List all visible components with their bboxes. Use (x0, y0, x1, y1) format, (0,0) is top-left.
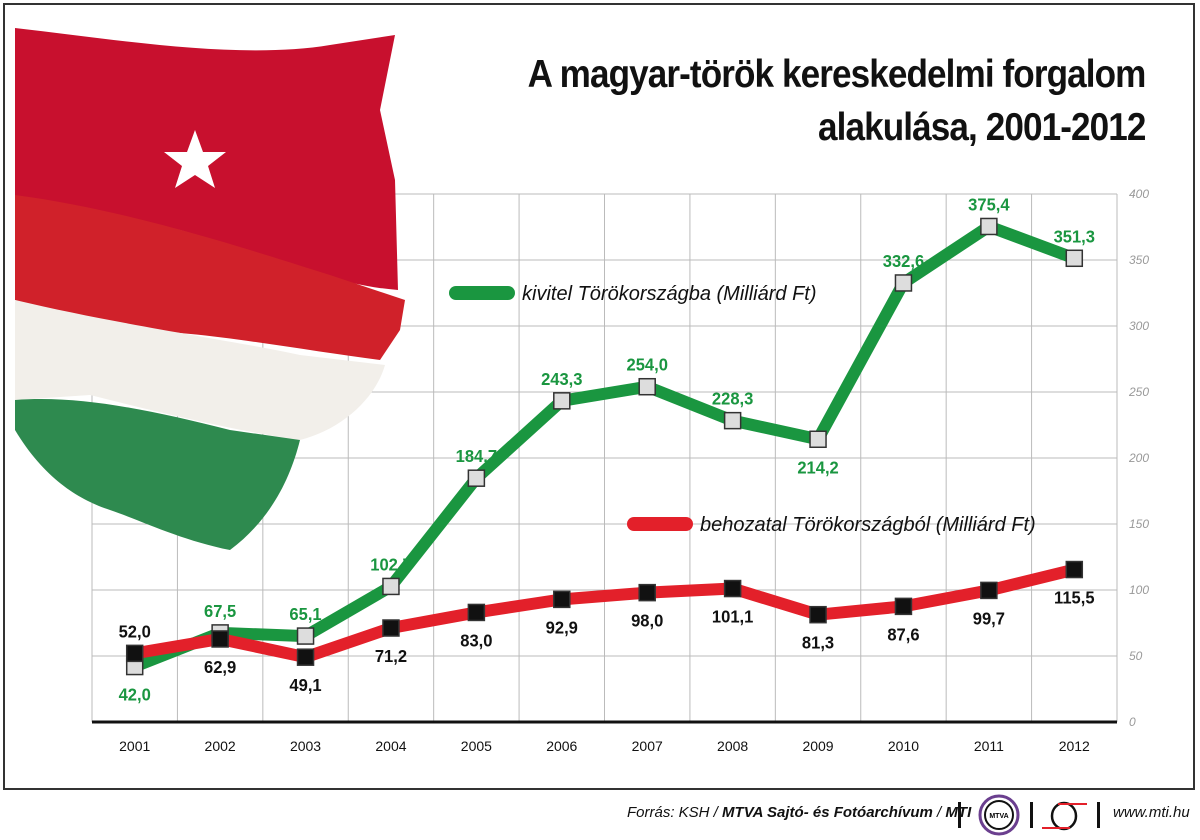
y-tick-label: 50 (1129, 649, 1143, 663)
data-label: 332,6 (883, 250, 924, 271)
data-label: 99,7 (973, 608, 1005, 629)
source-archive: MTVA Sajtó- és Fotóarchívum (722, 804, 933, 821)
data-point (809, 430, 827, 449)
data-point (894, 274, 913, 292)
x-tick-label: 2009 (802, 738, 833, 754)
data-label: 81,3 (802, 632, 834, 653)
data-point (1065, 249, 1084, 268)
data-point (296, 648, 315, 666)
y-tick-label: 150 (1129, 517, 1149, 531)
data-label: 101,1 (712, 606, 754, 627)
data-label: 83,0 (460, 630, 492, 651)
data-point (211, 630, 229, 648)
data-label: 92,9 (546, 617, 578, 638)
x-tick-label: 2003 (290, 738, 321, 754)
x-tick-label: 2002 (205, 738, 236, 754)
data-point (723, 579, 742, 598)
data-label: 42,0 (119, 684, 151, 705)
y-tick-label: 350 (1129, 253, 1149, 267)
y-tick-label: 250 (1128, 385, 1149, 399)
data-label: 62,9 (204, 656, 236, 677)
data-point (553, 590, 571, 609)
x-tick-label: 2006 (546, 738, 577, 754)
data-label: 351,3 (1054, 226, 1095, 247)
hungarian-flag-red (15, 195, 405, 360)
hungarian-flag-white (15, 300, 385, 440)
data-label: 71,2 (375, 645, 407, 666)
data-label: 228,3 (712, 388, 753, 409)
y-tick-label: 0 (1129, 715, 1136, 729)
data-point (467, 603, 486, 622)
svg-text:MTVA: MTVA (989, 813, 1008, 820)
y-tick-label: 300 (1129, 319, 1149, 333)
flags-illustration (15, 28, 405, 550)
data-label: 254,0 (627, 354, 668, 375)
data-point (980, 217, 998, 236)
data-point (723, 411, 742, 430)
data-point (638, 583, 656, 602)
data-label: 87,6 (887, 624, 919, 645)
source-text: Forrás: KSH / MTVA Sajtó- és Fotóarchívu… (627, 804, 971, 821)
data-label: 115,5 (1054, 587, 1095, 608)
x-tick-label: 2004 (375, 738, 406, 754)
chart: 0 50 100 150 200 250 300 350 400 2001 2002 2003 2004… (15, 28, 1149, 754)
title-line-1: A magyar-török kereskedelmi forgalom (527, 53, 1146, 96)
x-tick-label: 2001 (119, 738, 150, 754)
data-point (980, 581, 998, 600)
data-label: 184,7 (456, 446, 497, 467)
data-label: 214,2 (797, 457, 838, 478)
data-point (894, 597, 913, 616)
data-label: 67,5 (204, 600, 237, 621)
x-tick-label: 2007 (632, 738, 663, 754)
website-url: www.mti.hu (1113, 804, 1190, 821)
footer: Forrás: KSH / MTVA Sajtó- és Fotóarchívu… (0, 792, 1200, 840)
legend-label: kivitel Törökországba (Milliárd Ft) (522, 283, 817, 305)
divider (958, 802, 961, 828)
series-line-export (132, 220, 1077, 673)
y-tick-label: 100 (1129, 583, 1149, 597)
y-tick-label: 200 (1128, 451, 1149, 465)
data-label: 49,1 (289, 675, 322, 696)
page-title: A magyar-török kereskedelmi forgalom ala… (527, 48, 1146, 154)
data-point (1065, 560, 1084, 579)
y-tick-label: 400 (1129, 187, 1149, 201)
data-label: 98,0 (631, 610, 663, 631)
title-line-2: alakulása, 2001-2012 (817, 106, 1146, 149)
frame (3, 3, 1195, 790)
data-point (125, 644, 144, 663)
data-label: 52,0 (119, 621, 151, 642)
mtva-logo-icon: MTVA (978, 794, 1020, 836)
data-point (382, 619, 400, 637)
x-tick-label: 2010 (888, 738, 919, 754)
x-tick-label: 2008 (717, 738, 748, 754)
divider (1030, 802, 1033, 828)
data-point (638, 377, 656, 396)
data-label: 375,4 (968, 194, 1010, 215)
data-point (809, 605, 827, 624)
source-prefix: Forrás: KSH / (627, 804, 723, 821)
data-label: 65,1 (289, 603, 322, 624)
mti-logo-icon (1042, 801, 1087, 831)
data-point (382, 577, 400, 596)
x-tick-label: 2012 (1059, 738, 1090, 754)
series-line-import (133, 563, 1076, 664)
x-tick-label: 2005 (461, 738, 492, 754)
data-point (296, 627, 315, 645)
data-label: 102,7 (370, 554, 411, 575)
data-point (467, 469, 486, 487)
data-point (553, 392, 571, 410)
legend-label: behozatal Törökországból (Milliárd Ft) (700, 514, 1036, 536)
x-tick-label: 2011 (974, 738, 1004, 754)
divider (1097, 802, 1100, 828)
source-sep: / (932, 804, 946, 821)
star-icon (164, 130, 226, 188)
hungarian-flag-green (15, 399, 300, 550)
data-label: 243,3 (541, 368, 582, 389)
